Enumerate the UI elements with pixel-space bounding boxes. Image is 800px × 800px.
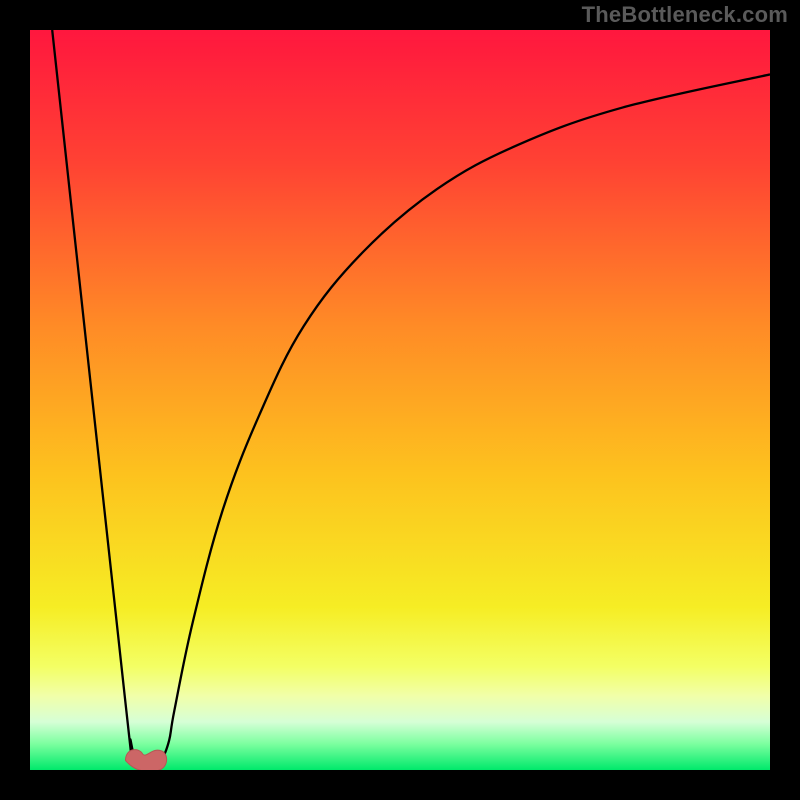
bottleneck-point: [125, 750, 166, 770]
plot-area: [30, 30, 770, 770]
chart-svg: [30, 30, 770, 770]
frame: TheBottleneck.com: [0, 0, 800, 800]
bottleneck-curve: [52, 30, 770, 764]
watermark-text: TheBottleneck.com: [582, 2, 788, 28]
